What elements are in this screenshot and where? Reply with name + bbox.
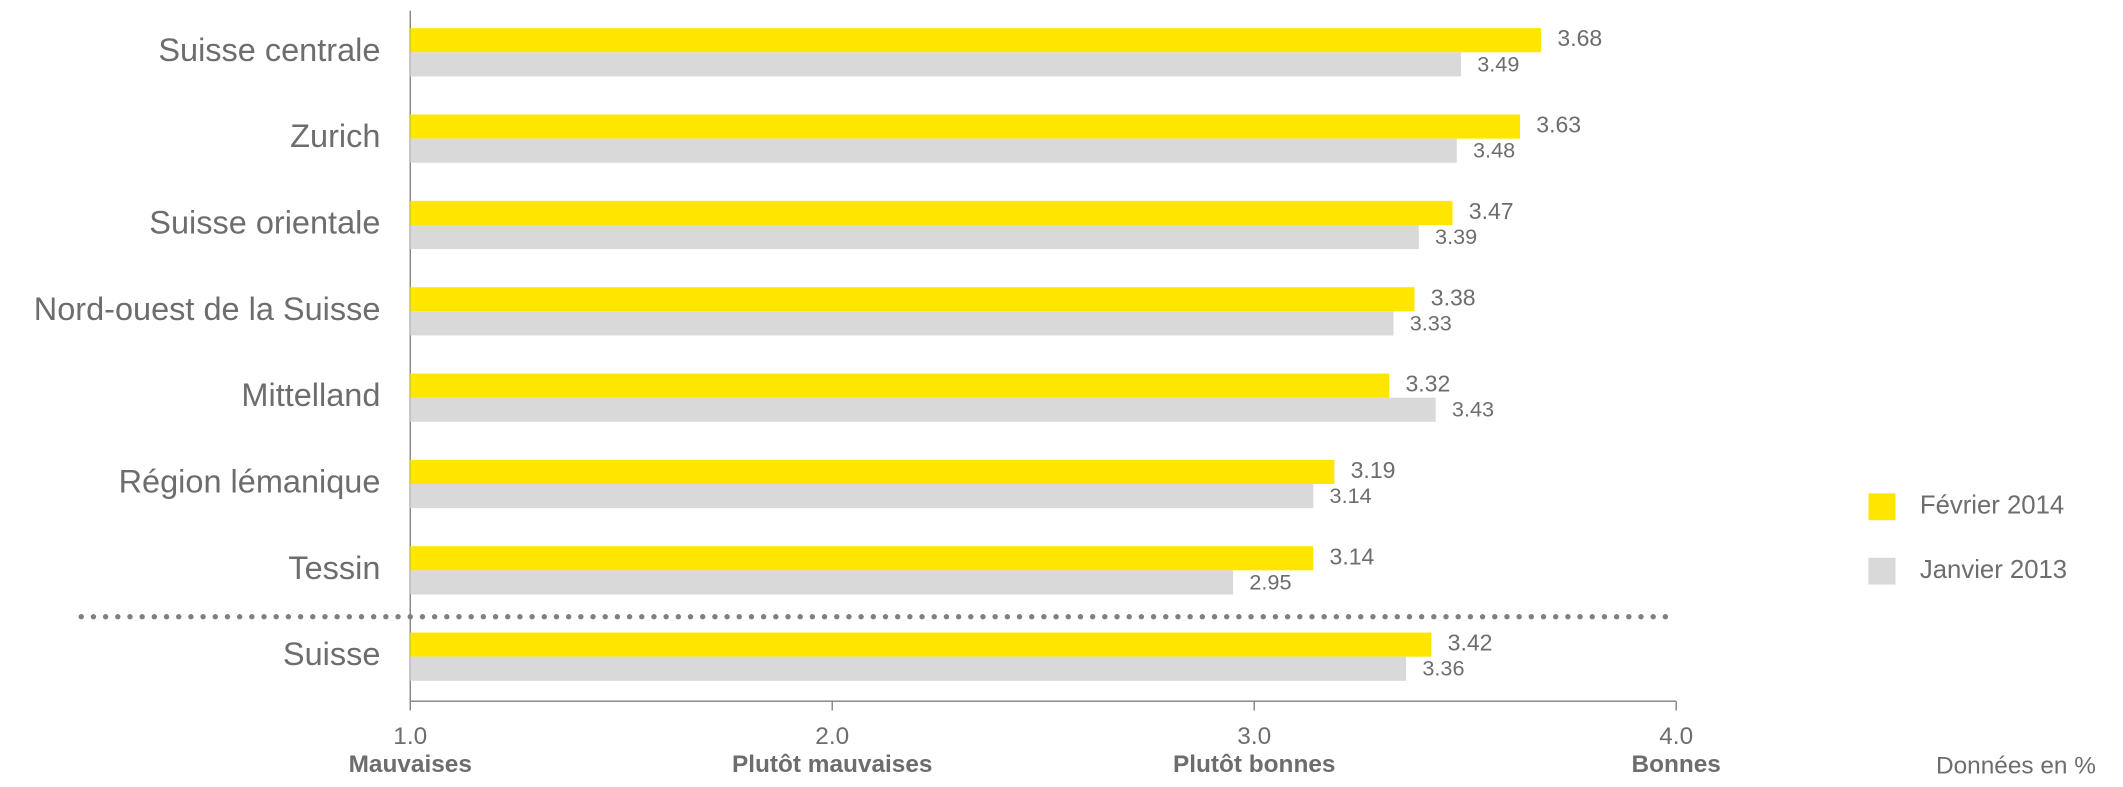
value-label: 3.33 [1410,310,1452,335]
value-label: 3.47 [1469,198,1514,224]
legend-swatch [1868,557,1896,585]
value-label: 3.49 [1477,51,1519,76]
bar [410,28,1542,53]
value-label: 3.39 [1435,224,1477,249]
x-tick-label: 3.0 [1237,723,1271,750]
bar [410,459,1335,484]
bar [410,632,1432,657]
value-label: 3.48 [1473,138,1515,163]
value-label: 2.95 [1249,570,1291,595]
y-tick-label: Suisse [283,636,381,672]
value-label: 3.68 [1557,25,1602,51]
y-tick-label: Tessin [288,550,380,586]
note: Données en % [1936,752,2096,779]
bar [410,656,1407,681]
bar [410,546,1314,571]
legend-swatch [1868,493,1896,521]
x-tick-label: 4.0 [1659,723,1693,750]
bar [410,114,1521,139]
legend-label: Février 2014 [1920,492,2064,520]
y-tick-label: Zurich [290,118,380,154]
bar [410,52,1461,77]
value-label: 3.63 [1536,112,1581,138]
bar [410,287,1415,312]
x-tick-sublabel: Plutôt mauvaises [732,751,932,778]
bar [410,138,1457,163]
y-tick-label: Suisse orientale [149,205,380,241]
value-label: 3.43 [1452,397,1494,422]
legend-label: Janvier 2013 [1920,556,2067,584]
x-tick-label: 2.0 [815,723,849,750]
bar [410,397,1436,422]
bar [410,570,1234,595]
value-label: 3.14 [1330,483,1372,508]
value-label: 3.19 [1351,457,1396,483]
value-label: 3.38 [1431,284,1476,310]
value-label: 3.32 [1405,371,1450,397]
value-label: 3.42 [1448,630,1493,656]
y-tick-label: Mittelland [241,377,380,413]
y-tick-label: Région lémanique [119,464,381,500]
y-tick-label: Suisse centrale [158,32,380,68]
x-tick-sublabel: Bonnes [1632,751,1721,778]
x-tick-sublabel: Mauvaises [349,751,472,778]
bar [410,200,1453,225]
bar [410,483,1314,509]
value-label: 3.36 [1422,656,1464,681]
bar [410,224,1419,250]
bar [410,373,1390,398]
x-tick-sublabel: Plutôt bonnes [1173,751,1335,778]
value-label: 3.14 [1330,543,1375,569]
x-tick-label: 1.0 [393,723,427,750]
bar [410,311,1394,336]
y-tick-label: Nord-ouest de la Suisse [34,291,381,327]
